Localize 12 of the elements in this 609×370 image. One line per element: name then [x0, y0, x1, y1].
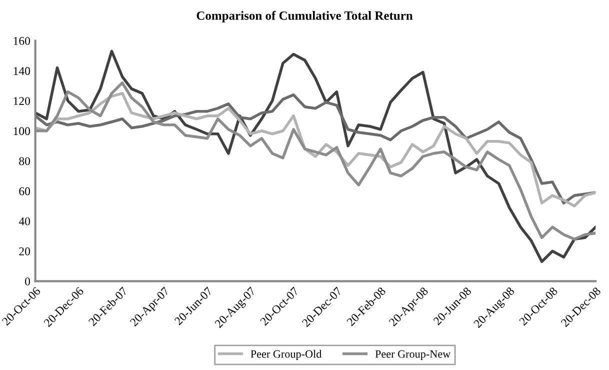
chart-title: Comparison of Cumulative Total Return: [196, 10, 413, 22]
legend-label: Peer Group-New: [375, 350, 451, 360]
y-tick-label: 140: [14, 67, 30, 75]
y-tick-label: 80: [19, 157, 30, 166]
y-tick-label: 20: [19, 247, 30, 256]
y-tick-label: 160: [14, 36, 30, 45]
y-tick-label: 0: [25, 277, 30, 286]
y-tick-label: 100: [14, 127, 30, 136]
y-tick-label: 120: [14, 97, 30, 106]
legend-label: Peer Group-Old: [250, 350, 322, 360]
y-tick-label: 40: [18, 217, 30, 226]
y-tick-label: 60: [19, 187, 30, 196]
